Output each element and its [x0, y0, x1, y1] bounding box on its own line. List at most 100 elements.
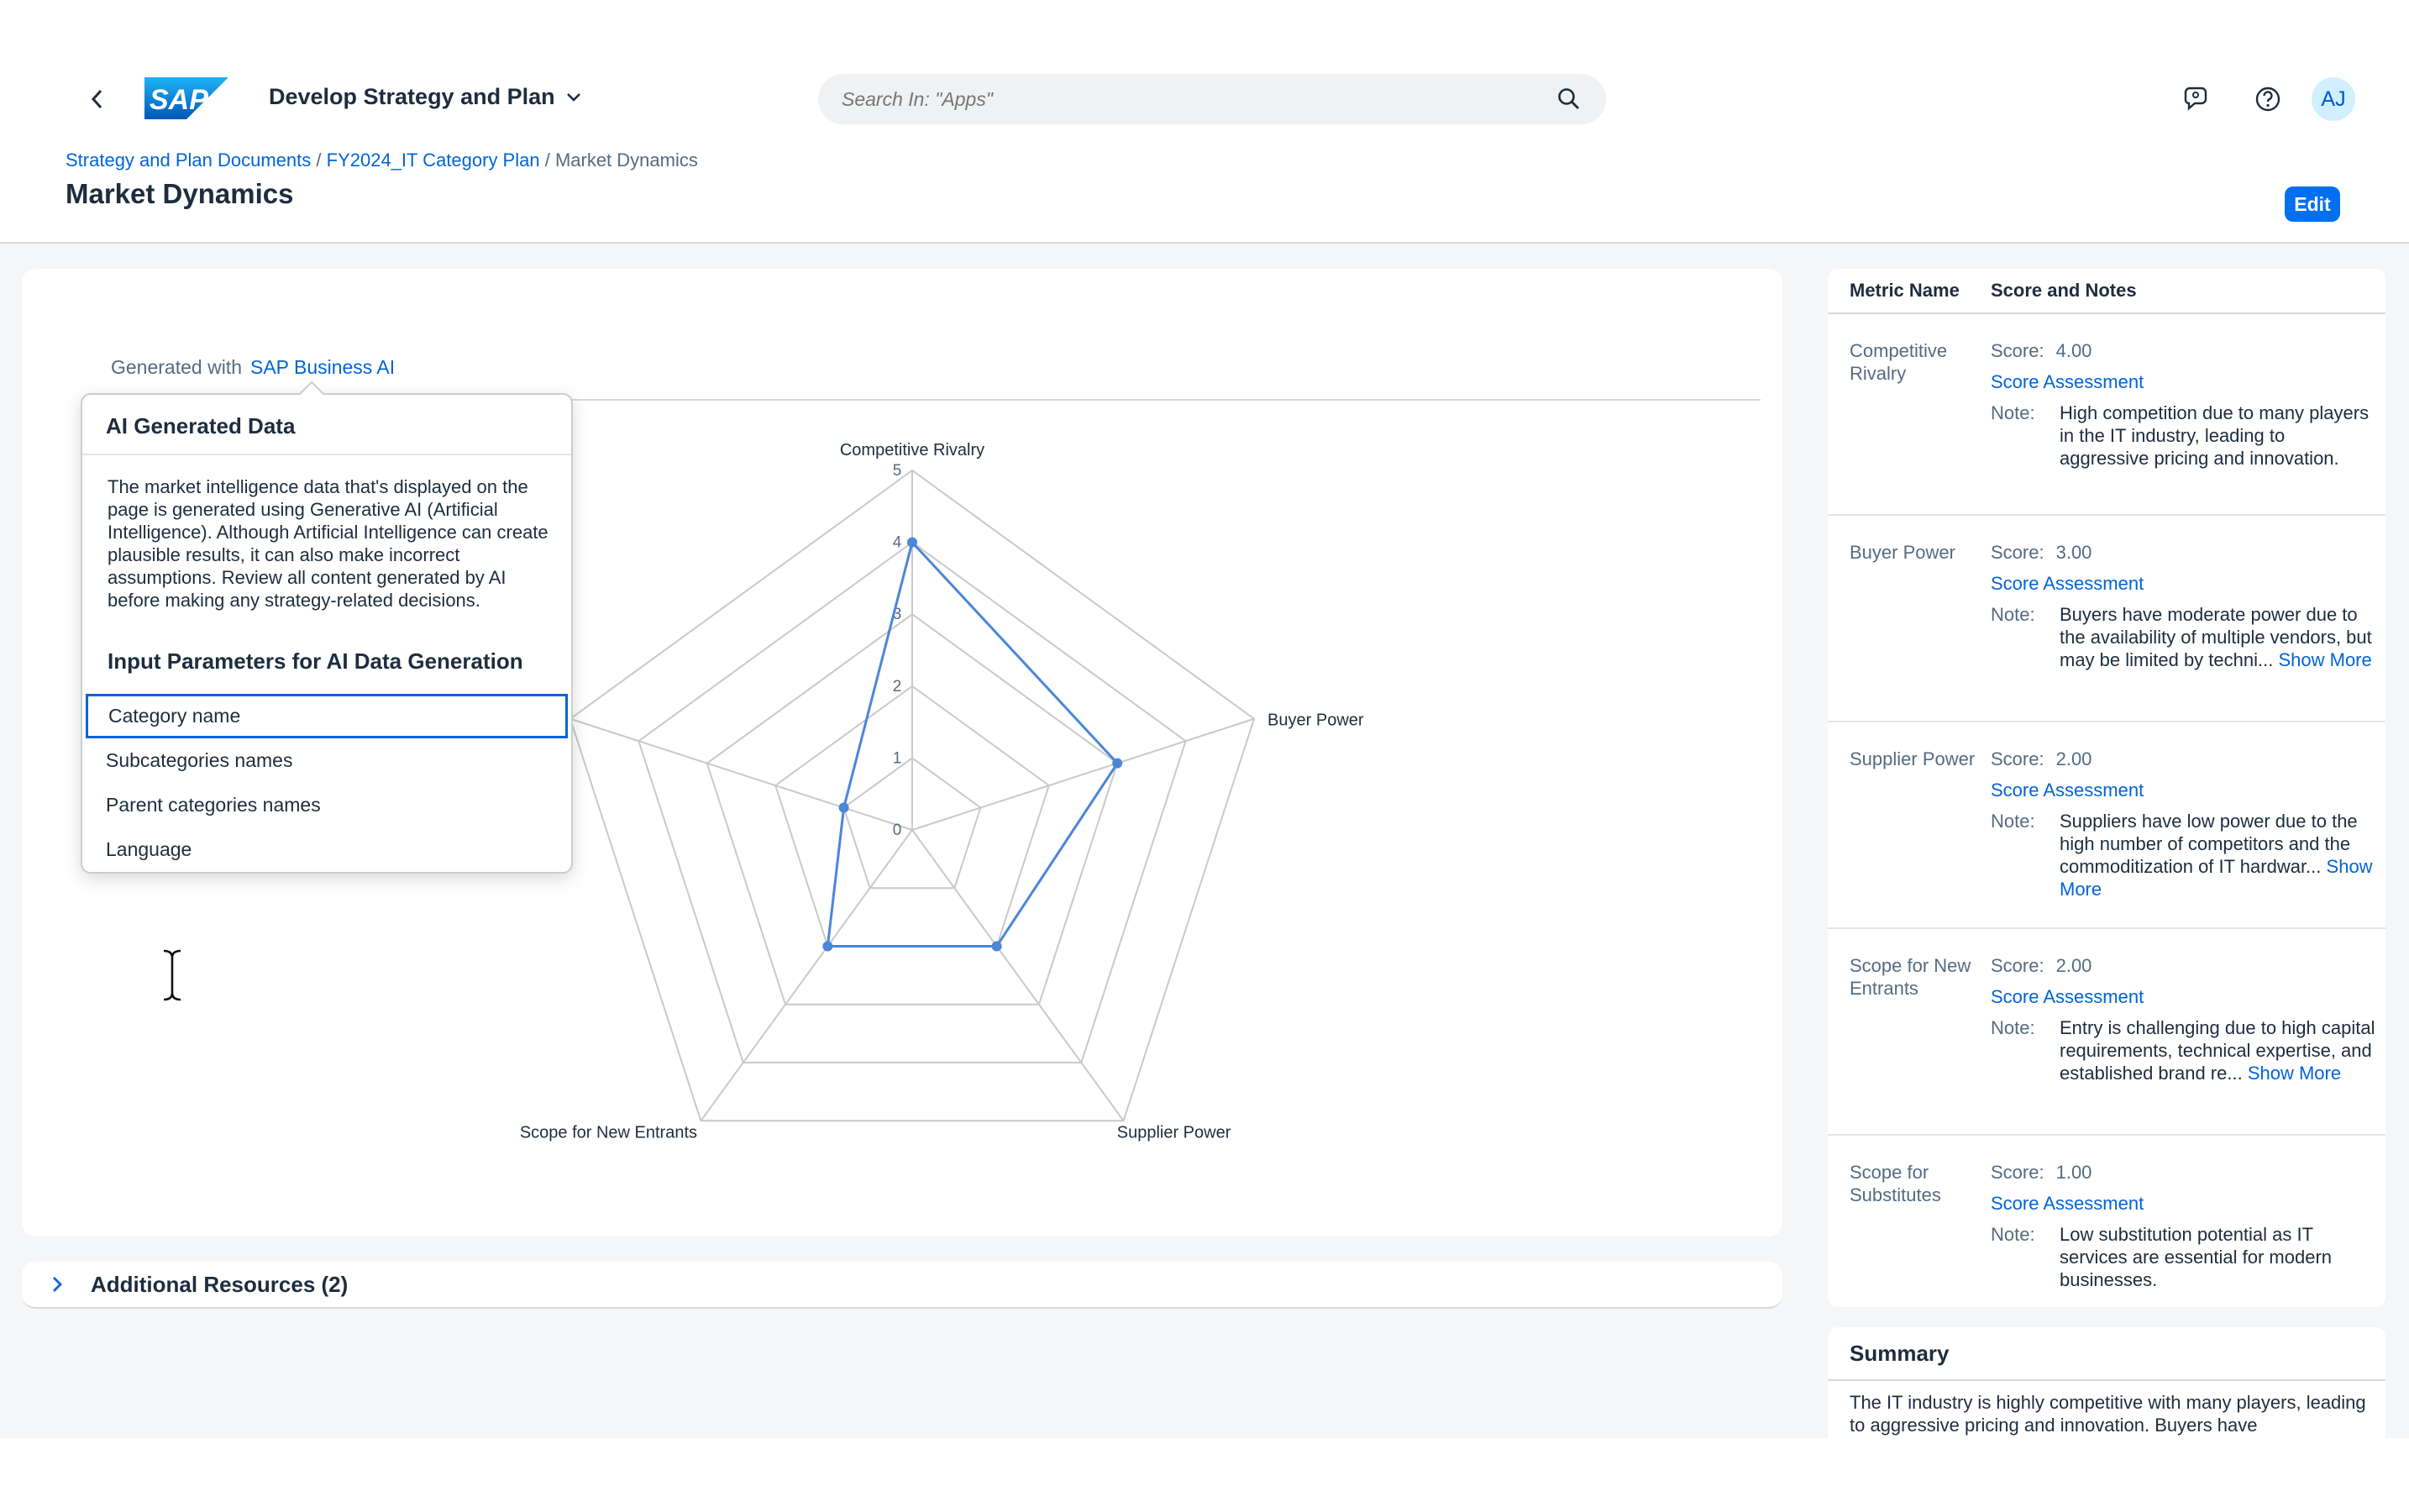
generated-with: Generated with SAP Business AI: [111, 356, 395, 379]
radar-grid-ring: [569, 469, 1256, 1122]
search-icon[interactable]: [1556, 86, 1582, 113]
radar-axis-label: Scope for New Entrants: [520, 1123, 697, 1142]
metric-name: Buyer Power: [1850, 542, 1955, 563]
sap-business-ai-link[interactable]: SAP Business AI: [249, 356, 396, 378]
additional-resources-panel[interactable]: Additional Resources (2): [22, 1262, 1782, 1309]
note-text: Suppliers have low power due to the high…: [2060, 811, 2358, 877]
radar-data-point[interactable]: [838, 802, 849, 813]
metric-name: Supplier Power: [1850, 748, 1976, 769]
table-row: Competitive Rivalry Score: 4.00 Score Asses…: [1828, 314, 2385, 516]
joule-assistant-button[interactable]: [2177, 81, 2214, 118]
radar-tick-label: 0: [893, 822, 902, 839]
user-avatar[interactable]: AJ: [2312, 77, 2355, 121]
back-button[interactable]: [81, 81, 114, 118]
breadcrumb: Strategy and Plan Documents / FY2024_IT …: [66, 150, 698, 171]
metric-score: Score: 1.00: [1991, 1161, 2091, 1184]
metric-name: Competitive Rivalry: [1850, 340, 1948, 384]
popover-subtitle: Input Parameters for AI Data Generation: [108, 648, 523, 674]
score-assessment-link[interactable]: Score Assessment: [1991, 780, 2144, 801]
table-row: Scope for Substitutes Score: 1.00 Score Ass…: [1828, 1136, 2385, 1307]
show-more-link[interactable]: Show More: [2060, 856, 2373, 900]
radar-spoke: [911, 717, 1255, 831]
radar-axis-label: Supplier Power: [1117, 1123, 1231, 1142]
app-title-menu[interactable]: Develop Strategy and Plan: [269, 84, 582, 110]
score-value: 3.00: [2055, 542, 2092, 563]
summary-text: The IT industry is highly competitive wi…: [1850, 1392, 2366, 1436]
radar-tick-label: 5: [893, 462, 902, 480]
note-text: Low substitution potential as IT service…: [2060, 1224, 2333, 1290]
popover-title: AI Generated Data: [106, 413, 296, 438]
metric-score: Score: 3.00: [1991, 541, 2091, 564]
radar-chart: 0 1 2 3 4 5 Competitive Rivalry Buyer Power Supp…: [397, 441, 1364, 1142]
header-divider: [0, 242, 2409, 244]
metric-note: High competition due to many players in …: [2060, 402, 2377, 470]
score-assessment-link[interactable]: Score Assessment: [1991, 371, 2144, 392]
score-label: Score:: [1991, 340, 2044, 361]
summary-title: Summary: [1850, 1341, 1950, 1366]
ai-info-popover: AI Generated Data The market intelligenc…: [81, 381, 573, 874]
metrics-table-body: Competitive Rivalry Score: 4.00 Score Asses…: [1828, 314, 2385, 1307]
breadcrumb-link-plan[interactable]: FY2024_IT Category Plan: [326, 150, 540, 171]
popover-disclaimer: The market intelligence data that's disp…: [108, 476, 548, 611]
radar-axis-label: Competitive Rivalry: [840, 441, 984, 459]
chart-divider: [559, 399, 1761, 401]
list-item-subcategories-names[interactable]: Subcategories names: [106, 749, 293, 771]
score-assessment-link[interactable]: Score Assessment: [1991, 986, 2144, 1007]
note-label: Note:: [1991, 1224, 2035, 1245]
column-header-metric-name: Metric Name: [1850, 280, 1960, 301]
search-input[interactable]: [842, 87, 1556, 111]
score-value: 2.00: [2055, 955, 2092, 976]
table-row: Buyer Power Score: 3.00 Score Assessment Not…: [1828, 516, 2385, 722]
show-more-link[interactable]: Show More: [2278, 649, 2372, 670]
radar-spoke: [700, 829, 913, 1121]
list-item-parent-categories-names[interactable]: Parent categories names: [106, 794, 321, 816]
list-item-language[interactable]: Language: [106, 838, 192, 860]
help-icon: [2255, 87, 2280, 112]
radar-grid-ring: [638, 541, 1187, 1064]
score-label: Score:: [1991, 1162, 2044, 1183]
note-text: Buyers have moderate power due to the av…: [2060, 604, 2372, 670]
breadcrumb-separator: /: [539, 150, 555, 171]
breadcrumb-separator: /: [311, 150, 327, 171]
score-value: 4.00: [2055, 340, 2092, 361]
chevron-right-icon: [42, 1269, 72, 1299]
score-assessment-link[interactable]: Score Assessment: [1991, 1193, 2144, 1214]
text-cursor-icon: [163, 948, 181, 1002]
list-item-category-name[interactable]: Category name: [86, 694, 568, 738]
metric-score: Score: 4.00: [1991, 339, 2091, 362]
shell-bar: SAP Develop Strategy and Plan AJ: [0, 40, 2409, 158]
radar-data-point[interactable]: [907, 537, 917, 548]
chart-card: Generated with SAP Business AI 0 1 2 3 4 5 Comp…: [22, 269, 1782, 1236]
score-assessment-link[interactable]: Score Assessment: [1991, 573, 2144, 594]
chevron-down-icon: [566, 92, 580, 102]
note-text: High competition due to many players in …: [2060, 402, 2370, 469]
radar-spoke: [569, 717, 913, 831]
note-label: Note:: [1991, 402, 2035, 423]
metric-score: Score: 2.00: [1991, 748, 2091, 770]
radar-data-point[interactable]: [822, 941, 833, 952]
radar-tick-label: 2: [893, 678, 902, 696]
breadcrumb-link-documents[interactable]: Strategy and Plan Documents: [66, 150, 312, 171]
page-title: Market Dynamics: [66, 178, 294, 209]
search-field[interactable]: [818, 74, 1606, 124]
input-parameters-list: Category name Subcategories names Parent…: [82, 694, 571, 872]
score-label: Score:: [1991, 542, 2044, 563]
radar-axis-label: Buyer Power: [1267, 711, 1364, 730]
popover-divider: [82, 454, 571, 455]
table-row: Scope for New Entrants Score: 2.00 Score As…: [1828, 929, 2385, 1136]
show-more-link[interactable]: Show More: [2247, 1063, 2342, 1084]
edit-button[interactable]: Edit: [2285, 186, 2340, 222]
metrics-table-header: Metric Name Score and Notes: [1828, 269, 2385, 314]
metric-score: Score: 2.00: [1991, 954, 2091, 977]
chevron-left-icon: [91, 89, 102, 109]
chat-assistant-icon: [2184, 87, 2207, 111]
radar-data-point[interactable]: [1112, 758, 1123, 769]
radar-tick-label: 1: [893, 749, 902, 767]
help-button[interactable]: [2249, 81, 2286, 118]
table-row: Supplier Power Score: 2.00 Score Assessment…: [1828, 722, 2385, 929]
sap-logo-text: SAP: [150, 84, 208, 116]
note-label: Note:: [1991, 1017, 2035, 1038]
radar-data-point[interactable]: [991, 941, 1002, 952]
metric-note: Entry is challenging due to high capital…: [2060, 1016, 2377, 1084]
